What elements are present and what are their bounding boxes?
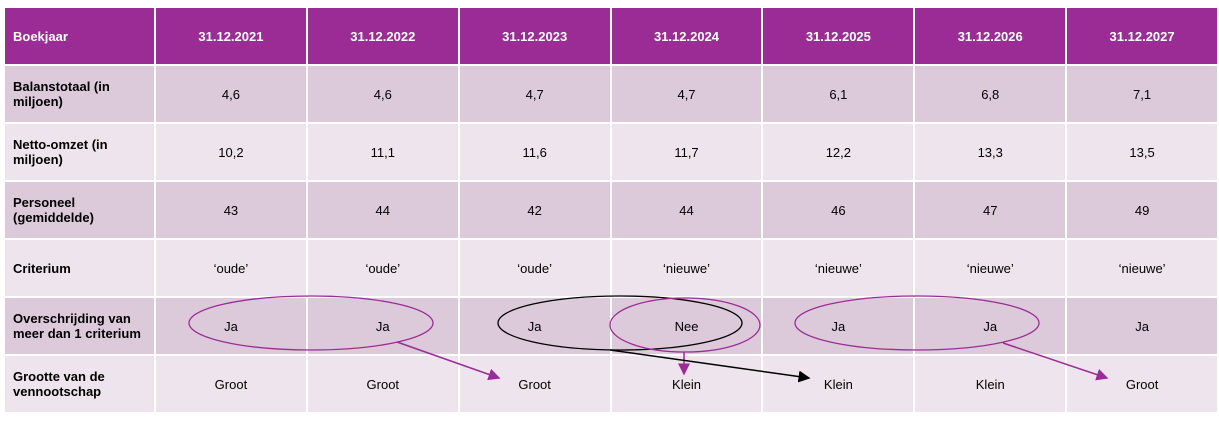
cell: 4,7 [457,64,612,124]
header-cell: 31.12.2023 [457,6,612,66]
header-cell: Boekjaar [3,6,156,66]
cell: Ja [457,296,612,356]
cell: ‘oude’ [457,238,612,298]
cell: Groot [154,354,308,414]
cell: Klein [913,354,1068,414]
cell: 11,6 [457,122,612,182]
header-cell: 31.12.2022 [305,6,460,66]
cell: Ja [305,296,460,356]
cell: Ja [913,296,1068,356]
cell: Klein [609,354,764,414]
cell: 11,1 [305,122,460,182]
table-row: Personeel (gemiddelde) 43 44 42 44 46 47 49 [3,180,1219,240]
header-cell: 31.12.2024 [609,6,764,66]
table-row: Overschrijding van meer dan 1 criterium J… [3,296,1219,356]
cell: Groot [1065,354,1219,414]
cell: ‘oude’ [305,238,460,298]
cell: Ja [154,296,308,356]
cell: 47 [913,180,1068,240]
cell: Ja [1065,296,1219,356]
cell: 4,6 [305,64,460,124]
cell: 46 [761,180,916,240]
header-cell: 31.12.2025 [761,6,916,66]
cell: 4,7 [609,64,764,124]
row-label: Overschrijding van meer dan 1 criterium [3,296,156,356]
cell: 6,1 [761,64,916,124]
row-label: Balanstotaal (in miljoen) [3,64,156,124]
cell: 7,1 [1065,64,1219,124]
header-cell: 31.12.2027 [1065,6,1219,66]
header-cell: 31.12.2021 [154,6,308,66]
cell: 44 [609,180,764,240]
table-row: Grootte van de vennootschap Groot Groot Gro… [3,354,1219,414]
cell: 6,8 [913,64,1068,124]
cell: ‘nieuwe’ [761,238,916,298]
cell: ‘nieuwe’ [913,238,1068,298]
cell: 10,2 [154,122,308,182]
cell: Klein [761,354,916,414]
cell: 11,7 [609,122,764,182]
row-label: Grootte van de vennootschap [3,354,156,414]
cell: 42 [457,180,612,240]
cell: Nee [609,296,764,356]
table-row: Balanstotaal (in miljoen) 4,6 4,6 4,7 4,7 6,1… [3,64,1219,124]
cell: 13,5 [1065,122,1219,182]
cell: Groot [305,354,460,414]
cell: ‘nieuwe’ [1065,238,1219,298]
header-cell: 31.12.2026 [913,6,1068,66]
row-label: Netto-omzet (in miljoen) [3,122,156,182]
row-label: Criterium [3,238,156,298]
cell: Ja [761,296,916,356]
cell: 4,6 [154,64,308,124]
cell: 12,2 [761,122,916,182]
cell: 13,3 [913,122,1068,182]
cell: 43 [154,180,308,240]
cell: 44 [305,180,460,240]
table: Boekjaar 31.12.2021 31.12.2022 31.12.2023 31… [3,6,1219,414]
cell: Groot [457,354,612,414]
table-row: Netto-omzet (in miljoen) 10,2 11,1 11,6 11,7… [3,122,1219,182]
row-label: Personeel (gemiddelde) [3,180,156,240]
cell: 49 [1065,180,1219,240]
header-row: Boekjaar 31.12.2021 31.12.2022 31.12.2023 31… [3,6,1219,66]
table-row: Criterium ‘oude’ ‘oude’ ‘oude’ ‘nieuwe’ ‘nieu… [3,238,1219,298]
cell: ‘oude’ [154,238,308,298]
cell: ‘nieuwe’ [609,238,764,298]
